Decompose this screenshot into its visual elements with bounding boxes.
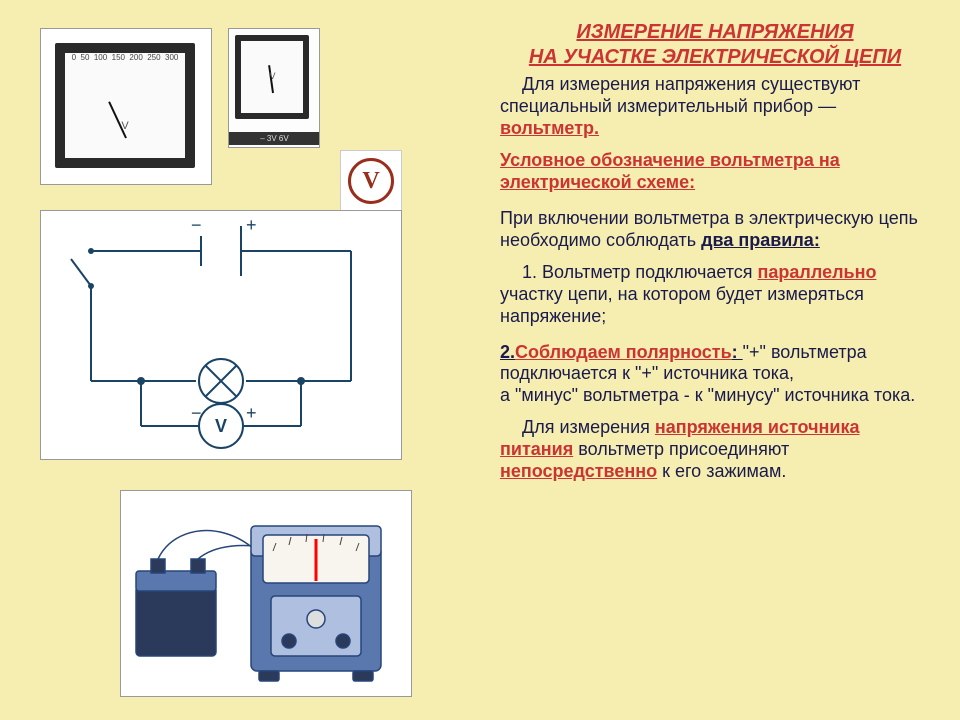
gauge2-unit: V [269,71,275,81]
rule-2: 2.Соблюдаем полярность: "+" вольтметра п… [500,342,930,408]
gauge1-unit: V [121,120,128,132]
parallel-link: параллельно [758,262,877,282]
intro-paragraph: Для измерения напряжения существуют спец… [500,74,930,140]
analog-voltmeter-large: 0 50 100 150 200 250 300 V [40,28,212,185]
page-title: ИЗМЕРЕНИЕ НАПРЯЖЕНИЯ НА УЧАСТКЕ ЭЛЕКТРИЧ… [500,20,930,70]
voltmeter-schematic-symbol: V [340,150,402,212]
circuit-diagram: − + V − + [40,210,402,460]
analog-voltmeter-small: V – 3V 6V [228,28,320,148]
vm-minus: − [191,403,202,423]
photo-row: 0 50 100 150 200 250 300 V V – 3V 6V [40,28,320,185]
polarity-link: Соблюдаем полярность [515,342,732,362]
voltmeter-link: вольтметр. [500,118,599,138]
left-column: 0 50 100 150 200 250 300 V V – 3V 6V V [0,0,460,720]
directly-link: непосредственно [500,461,657,481]
voltmeter-with-battery-illustration [120,490,412,697]
gauge2-terminals: – 3V 6V [229,132,319,145]
rule-1: 1. Вольтметр подключается параллельно уч… [500,262,930,328]
battery-plus: + [246,215,257,235]
symbol-letter: V [348,158,394,204]
last-paragraph: Для измерения напряжения источника питан… [500,417,930,483]
text-column: ИЗМЕРЕНИЕ НАПРЯЖЕНИЯ НА УЧАСТКЕ ЭЛЕКТРИЧ… [500,20,930,493]
rules-intro: При включении вольтметра в электрическую… [500,208,930,252]
circuit-voltmeter-label: V [215,416,227,436]
section-symbol-heading: Условное обозначение вольтметра на элект… [500,150,930,194]
vm-plus: + [246,403,257,423]
battery-minus: − [191,215,202,235]
